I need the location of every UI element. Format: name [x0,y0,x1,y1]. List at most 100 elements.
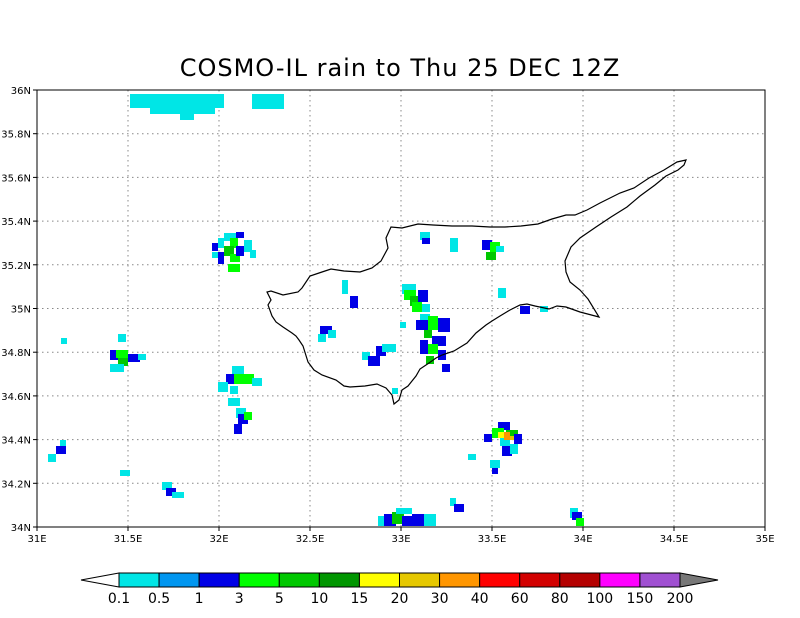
colorbar-box [559,572,601,588]
rain-cell [224,246,234,256]
rain-cell [486,252,496,260]
rain-cell [236,408,246,418]
rain-cell [520,306,530,314]
rain-cell [438,318,450,332]
rain-cell [502,446,512,456]
colorbar-label: 80 [551,591,569,607]
y-tick-label: 34.6N [1,392,31,403]
rain-cell [350,296,358,308]
rain-cell [252,378,262,386]
rain-cell [490,242,500,252]
rain-cell [396,508,412,514]
rain-cell [504,432,510,440]
rain-cell [226,374,234,384]
rain-cell [420,232,430,240]
rain-cell [238,414,248,424]
x-tick-label: 32.5E [296,534,325,545]
colorbar-box [439,572,481,588]
colorbar-label: 15 [351,591,369,607]
rain-cell [218,382,228,392]
rain-cell [250,250,256,258]
rain-cell [150,108,215,114]
x-tick-label: 33.5E [478,534,507,545]
rain-cell [228,398,240,406]
rain-cell [228,264,240,272]
rain-cell [128,354,140,362]
rain-cell [60,440,66,448]
rain-cell [576,518,584,526]
x-tick-label: 34E [573,534,592,545]
colorbar-min-arrow [80,572,120,588]
rain-cell [484,434,492,442]
grid-layer [37,90,765,527]
rain-cell [424,514,436,526]
rain-cell [382,344,396,352]
rain-cell [244,412,252,420]
colorbar-box [278,572,320,588]
rain-cell [510,436,514,440]
rain-cell [410,296,420,306]
colorbar-box [639,572,681,588]
rain-cell [428,344,438,354]
colorbar-label: 0.1 [108,591,130,607]
rain-cell [442,364,450,372]
y-tick-label: 35.6N [1,173,31,184]
rain-cell [328,330,336,338]
colorbar: 0.1 0.5 1 3 5 10 15 20 30 40 60 80 100 150 200 [80,572,719,607]
rain-cell [416,320,430,330]
colorbar-label: 60 [511,591,529,607]
rain-cell [500,438,510,446]
rain-cell [118,358,128,366]
rain-cell [496,246,504,252]
rain-cell [230,386,238,394]
rain-cell [392,388,398,394]
colorbar-label: 150 [627,591,654,607]
map-title: COSMO-IL rain to Thu 25 DEC 12Z [179,54,621,82]
rain-cell [110,364,124,372]
colorbar-label: 1 [195,591,204,607]
colorbar-label: 30 [431,591,449,607]
rain-cell [420,314,430,324]
rain-cell [166,488,176,496]
colorbar-box [198,572,240,588]
y-tick-label: 34N [11,523,31,534]
y-tick-label: 34.4N [1,436,31,447]
rain-cell [232,366,244,374]
rain-cell [482,240,492,250]
rain-cell [172,492,184,498]
x-tick-label: 34.5E [660,534,689,545]
rain-cell [514,434,522,444]
rain-cell [120,470,130,476]
colorbar-box [519,572,561,588]
rain-cell [402,516,414,526]
rain-cell [234,374,244,384]
rain-cell [420,340,428,354]
rain-cell [412,514,424,526]
rain-cell [572,512,582,520]
rain-cell [116,350,128,358]
rain-cell [418,290,428,302]
rain-cell [362,352,370,360]
colorbar-box [358,572,400,588]
rain-cell [468,454,476,460]
colorbar-box [479,572,521,588]
rain-cell [498,422,510,430]
rain-cell [422,304,430,312]
rain-cell [48,454,56,462]
rain-cell [218,252,224,264]
rain-cell [392,512,404,524]
rain-cell [376,346,386,356]
colorbar-box [599,572,641,588]
rain-cell [428,316,438,330]
rain-cell [402,284,416,294]
colorbar-label: 200 [667,591,694,607]
colorbar-label: 40 [471,591,489,607]
colorbar-label: 20 [391,591,409,607]
rain-cell [540,306,548,312]
colorbar-box [118,572,160,588]
y-tick-label: 35.2N [1,261,31,272]
rain-cell [230,254,240,262]
rain-cell [490,460,500,468]
y-tick-label: 34.2N [1,479,31,490]
